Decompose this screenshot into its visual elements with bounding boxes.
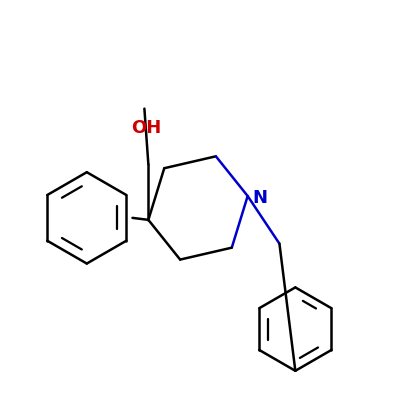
Text: OH: OH bbox=[131, 118, 162, 136]
Text: N: N bbox=[252, 189, 268, 207]
